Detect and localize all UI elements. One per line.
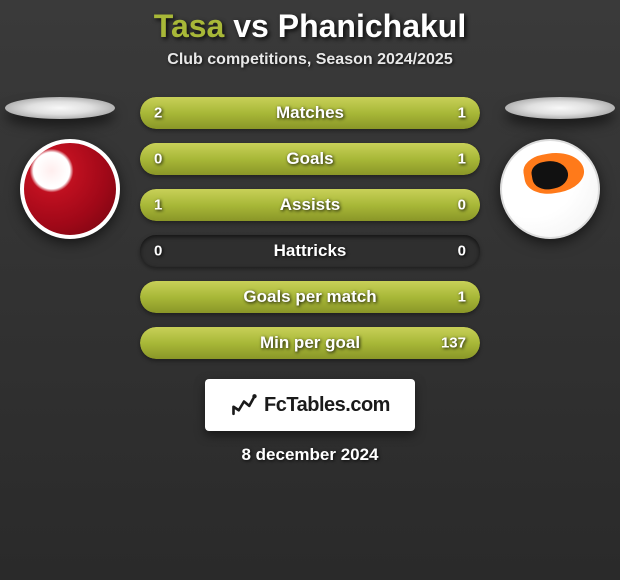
stat-bar: 2 1 Matches xyxy=(140,97,480,129)
stat-value-right: 0 xyxy=(458,197,466,214)
club-logo-left xyxy=(20,139,120,239)
stat-bar: 1 Goals per match xyxy=(140,281,480,313)
stat-label: Assists xyxy=(280,195,340,215)
stat-label: Min per goal xyxy=(260,333,360,353)
vs-separator: vs xyxy=(233,8,269,44)
date-text: 8 december 2024 xyxy=(0,445,620,465)
main-comparison-area: 2 1 Matches 0 1 Goals 1 0 Assists 0 0 Hattricks 1 Goa… xyxy=(0,97,620,359)
stat-value-left: 0 xyxy=(154,151,162,168)
stat-value-right: 1 xyxy=(458,105,466,122)
stats-bar-container: 2 1 Matches 0 1 Goals 1 0 Assists 0 0 Hattricks 1 Goa… xyxy=(140,97,480,359)
club-logo-right xyxy=(500,139,600,239)
stat-bar: 0 1 Goals xyxy=(140,143,480,175)
shadow-ellipse-left xyxy=(5,97,115,119)
stat-bar: 1 0 Assists xyxy=(140,189,480,221)
player1-name: Tasa xyxy=(154,8,225,44)
brand-text: FcTables.com xyxy=(264,394,390,417)
player2-name: Phanichakul xyxy=(278,8,467,44)
stat-value-right: 1 xyxy=(458,151,466,168)
stat-value-left: 1 xyxy=(154,197,162,214)
subtitle-text: Club competitions, Season 2024/2025 xyxy=(0,51,620,69)
stat-value-left: 2 xyxy=(154,105,162,122)
stat-value-right: 1 xyxy=(458,289,466,306)
stat-bar: 137 Min per goal xyxy=(140,327,480,359)
stat-fill-right xyxy=(412,189,480,221)
stat-bar: 0 0 Hattricks xyxy=(140,235,480,267)
brand-badge: FcTables.com xyxy=(205,379,415,431)
stat-value-right: 0 xyxy=(458,243,466,260)
stat-label: Goals xyxy=(286,149,333,169)
shadow-ellipse-right xyxy=(505,97,615,119)
stat-value-right: 137 xyxy=(441,335,466,352)
fctables-logo-icon xyxy=(230,391,258,419)
stat-label: Matches xyxy=(276,103,344,123)
stat-label: Goals per match xyxy=(243,287,376,307)
comparison-title: Tasa vs Phanichakul xyxy=(0,0,620,45)
stat-label: Hattricks xyxy=(274,241,347,261)
stat-value-left: 0 xyxy=(154,243,162,260)
